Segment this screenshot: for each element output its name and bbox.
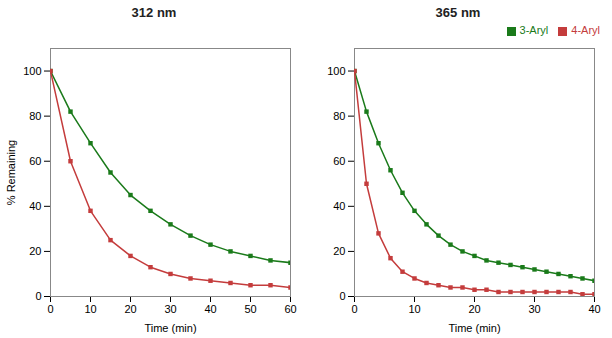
svg-text:60: 60 xyxy=(284,303,296,315)
svg-text:60: 60 xyxy=(29,155,41,167)
svg-text:100: 100 xyxy=(23,65,41,77)
svg-text:% Remaining: % Remaining xyxy=(5,140,17,205)
svg-text:40: 40 xyxy=(333,200,345,212)
html-text:365 nm: 365 nm xyxy=(435,5,481,20)
svg-text:30: 30 xyxy=(528,303,540,315)
svg-text:100: 100 xyxy=(327,65,345,77)
svg-text:30: 30 xyxy=(164,303,176,315)
html-text:3-Aryl: 3-Aryl xyxy=(519,24,549,36)
svg-text:Time (min): Time (min) xyxy=(448,322,500,334)
svg-text:40: 40 xyxy=(29,200,41,212)
svg-text:0: 0 xyxy=(47,303,53,315)
svg-text:40: 40 xyxy=(588,303,600,315)
html-text:312 nm: 312 nm xyxy=(131,5,177,20)
svg-text:0: 0 xyxy=(351,303,357,315)
svg-text:Time (min): Time (min) xyxy=(144,322,196,334)
svg-text:80: 80 xyxy=(29,110,41,122)
svg-text:40: 40 xyxy=(204,303,216,315)
svg-text:50: 50 xyxy=(244,303,256,315)
svg-text:20: 20 xyxy=(333,245,345,257)
svg-text:0: 0 xyxy=(339,290,345,302)
svg-text:20: 20 xyxy=(468,303,480,315)
svg-text:10: 10 xyxy=(408,303,420,315)
svg-text:10: 10 xyxy=(84,303,96,315)
svg-text:20: 20 xyxy=(29,245,41,257)
html-text:4-Aryl: 4-Aryl xyxy=(571,24,600,36)
svg-text:80: 80 xyxy=(333,110,345,122)
svg-text:60: 60 xyxy=(333,155,345,167)
svg-text:20: 20 xyxy=(124,303,136,315)
svg-text:0: 0 xyxy=(35,290,41,302)
